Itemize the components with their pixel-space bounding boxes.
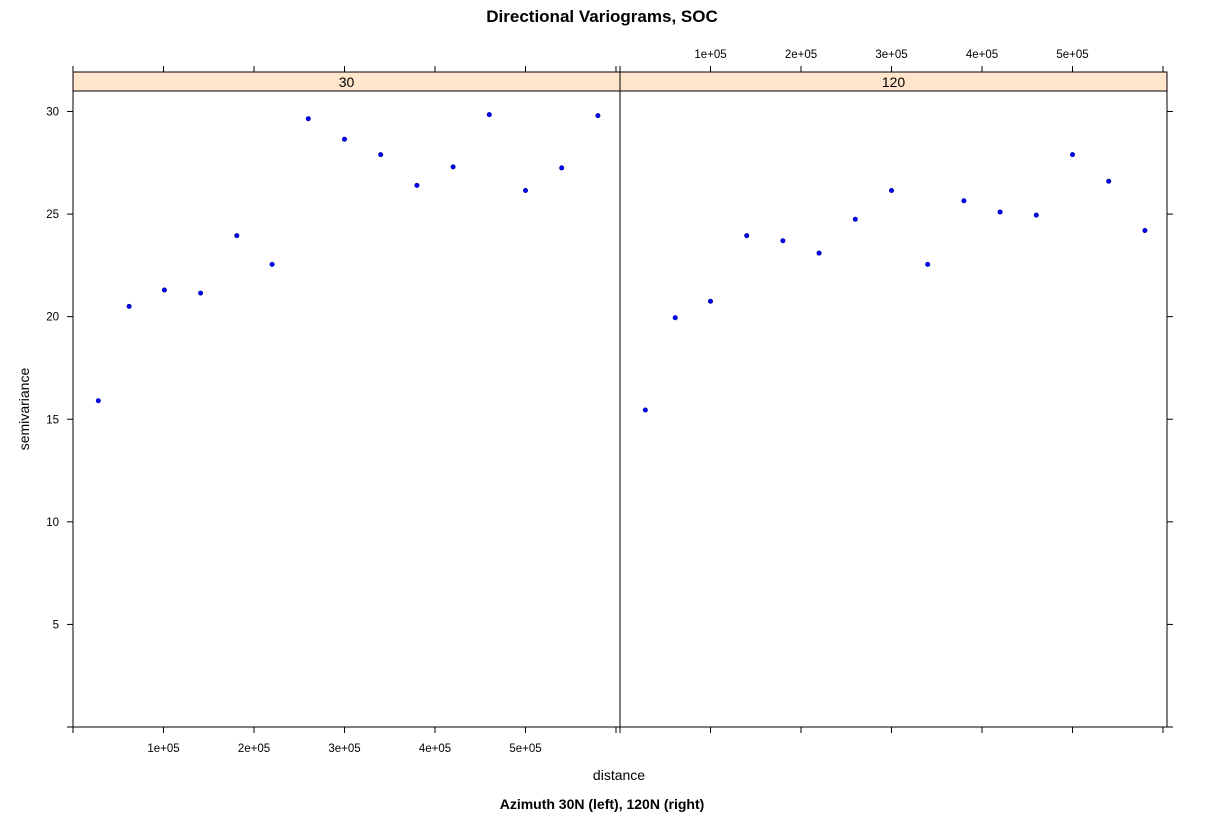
y-tick-label: 25 — [46, 209, 59, 221]
strip-label: 30 — [339, 74, 355, 90]
data-point — [559, 165, 565, 171]
y-tick-label: 15 — [46, 414, 59, 426]
y-tick-label: 30 — [46, 107, 59, 119]
data-point — [161, 287, 167, 293]
panel-frame — [72, 90, 621, 728]
x-tick-label: 3e+05 — [328, 743, 360, 755]
data-point — [642, 407, 648, 413]
data-point — [198, 290, 204, 296]
data-point — [126, 303, 132, 309]
data-point — [852, 216, 858, 222]
data-point — [925, 261, 931, 267]
x-tick-label: 4e+05 — [419, 743, 451, 755]
chart-subtitle: Azimuth 30N (left), 120N (right) — [500, 796, 705, 812]
data-point — [269, 261, 275, 267]
panel-120: 120 1e+05 2e+05 3e+05 4e+05 5e+05 — [619, 49, 1173, 733]
x-tick-label: 1e+05 — [694, 49, 726, 61]
data-point — [486, 112, 492, 118]
data-point — [414, 182, 420, 188]
y-tick-label: 20 — [46, 312, 59, 324]
data-point — [997, 209, 1003, 215]
data-point — [1106, 178, 1112, 184]
panel-frame — [619, 90, 1168, 728]
y-tick-label: 10 — [46, 517, 59, 529]
x-tick-label: 2e+05 — [785, 49, 817, 61]
x-axis-label: distance — [593, 767, 645, 783]
data-point — [378, 152, 384, 158]
strip-label: 120 — [882, 74, 906, 90]
x-tick-label: 5e+05 — [1056, 49, 1088, 61]
x-tick-label: 2e+05 — [238, 743, 270, 755]
y-axis-label: semivariance — [16, 368, 32, 451]
data-point — [707, 298, 713, 304]
x-tick-label: 5e+05 — [509, 743, 541, 755]
data-point — [305, 116, 311, 122]
chart-title: Directional Variograms, SOC — [486, 7, 717, 26]
data-point — [816, 250, 822, 256]
data-point — [1142, 228, 1148, 234]
panels-group: 30 1e+05 2e+05 3e+05 4e+05 5e+05 5 10 15 20 25 30 12… — [46, 49, 1173, 755]
data-point — [522, 188, 528, 194]
data-point — [780, 238, 786, 244]
x-tick-label: 3e+05 — [875, 49, 907, 61]
data-point — [450, 164, 456, 170]
data-point — [95, 398, 101, 404]
data-point — [234, 233, 240, 239]
data-point — [1033, 212, 1039, 218]
x-tick-label: 1e+05 — [147, 743, 179, 755]
data-point — [595, 113, 601, 119]
data-point — [888, 188, 894, 194]
data-point — [341, 136, 347, 142]
x-tick-label: 4e+05 — [966, 49, 998, 61]
panel-30: 30 1e+05 2e+05 3e+05 4e+05 5e+05 5 10 15 20 25 30 — [46, 66, 621, 755]
data-point — [1070, 152, 1076, 158]
data-point — [744, 233, 750, 239]
data-point — [961, 198, 967, 204]
data-point — [672, 315, 678, 321]
y-tick-label: 5 — [53, 619, 59, 631]
